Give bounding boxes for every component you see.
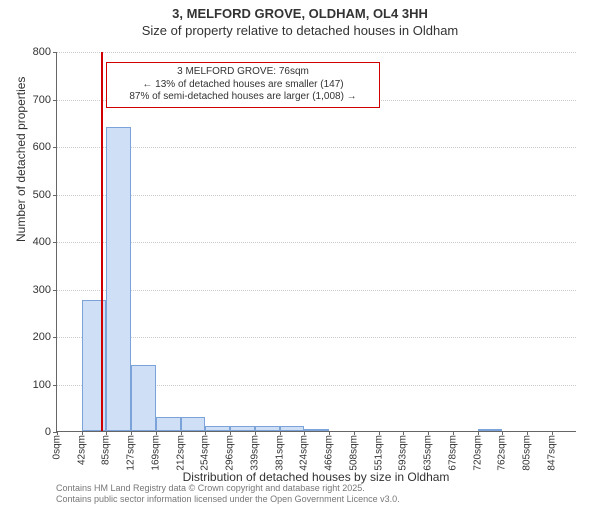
- xtick-label: 805sqm: [522, 435, 533, 471]
- xtick-label: 593sqm: [398, 435, 409, 471]
- histogram-bar: [156, 417, 181, 431]
- ytick-mark: [53, 100, 57, 101]
- gridline: [57, 147, 576, 148]
- gridline: [57, 52, 576, 53]
- histogram-bar: [181, 417, 206, 431]
- xtick-label: 424sqm: [299, 435, 310, 471]
- xtick-label: 551sqm: [373, 435, 384, 471]
- annotation-box: 3 MELFORD GROVE: 76sqm← 13% of detached …: [106, 62, 380, 108]
- ytick-mark: [53, 385, 57, 386]
- ytick-mark: [53, 147, 57, 148]
- histogram-bar: [131, 365, 156, 432]
- gridline: [57, 242, 576, 243]
- annotation-line2: ← 13% of detached houses are smaller (14…: [113, 79, 373, 92]
- xtick-label: 254sqm: [200, 435, 211, 471]
- xtick-label: 635sqm: [423, 435, 434, 471]
- histogram-bar: [106, 127, 131, 431]
- ytick-mark: [53, 242, 57, 243]
- xtick-label: 42sqm: [76, 435, 87, 465]
- annotation-line3: 87% of semi-detached houses are larger (…: [113, 91, 373, 104]
- xtick-label: 466sqm: [324, 435, 335, 471]
- ytick-mark: [53, 195, 57, 196]
- ytick-mark: [53, 52, 57, 53]
- plot-area: 01002003004005006007008000sqm42sqm85sqm1…: [56, 52, 576, 432]
- histogram-bar: [230, 426, 255, 431]
- xtick-label: 127sqm: [126, 435, 137, 471]
- footer-attribution: Contains HM Land Registry data © Crown c…: [56, 483, 400, 504]
- chart-title-line2: Size of property relative to detached ho…: [0, 23, 600, 38]
- ytick-label: 300: [33, 284, 51, 296]
- xtick-label: 339sqm: [249, 435, 260, 471]
- property-marker-line: [101, 52, 103, 431]
- ytick-label: 700: [33, 94, 51, 106]
- xtick-label: 381sqm: [274, 435, 285, 471]
- xtick-label: 678sqm: [447, 435, 458, 471]
- annotation-line1: 3 MELFORD GROVE: 76sqm: [113, 66, 373, 79]
- xtick-label: 212sqm: [175, 435, 186, 471]
- xtick-label: 169sqm: [150, 435, 161, 471]
- ytick-label: 400: [33, 236, 51, 248]
- ytick-label: 600: [33, 141, 51, 153]
- ytick-label: 0: [45, 426, 51, 438]
- ytick-label: 800: [33, 46, 51, 58]
- gridline: [57, 195, 576, 196]
- y-axis-label: Number of detached properties: [14, 77, 28, 242]
- xtick-label: 85sqm: [101, 435, 112, 465]
- x-axis-label: Distribution of detached houses by size …: [56, 470, 576, 484]
- ytick-label: 500: [33, 189, 51, 201]
- footer-line1: Contains HM Land Registry data © Crown c…: [56, 483, 400, 493]
- histogram-bar: [205, 426, 230, 431]
- ytick-mark: [53, 290, 57, 291]
- histogram-bar: [255, 426, 280, 431]
- xtick-label: 762sqm: [497, 435, 508, 471]
- chart-title-line1: 3, MELFORD GROVE, OLDHAM, OL4 3HH: [0, 6, 600, 23]
- xtick-label: 0sqm: [52, 435, 63, 459]
- gridline: [57, 290, 576, 291]
- histogram-bar: [280, 426, 305, 431]
- histogram-bar: [478, 429, 503, 431]
- ytick-label: 200: [33, 331, 51, 343]
- footer-line2: Contains public sector information licen…: [56, 494, 400, 504]
- xtick-label: 720sqm: [472, 435, 483, 471]
- histogram-bar: [304, 429, 329, 431]
- xtick-label: 508sqm: [348, 435, 359, 471]
- chart-area: 01002003004005006007008000sqm42sqm85sqm1…: [56, 52, 576, 432]
- ytick-mark: [53, 337, 57, 338]
- ytick-label: 100: [33, 379, 51, 391]
- xtick-label: 847sqm: [546, 435, 557, 471]
- xtick-label: 296sqm: [225, 435, 236, 471]
- gridline: [57, 337, 576, 338]
